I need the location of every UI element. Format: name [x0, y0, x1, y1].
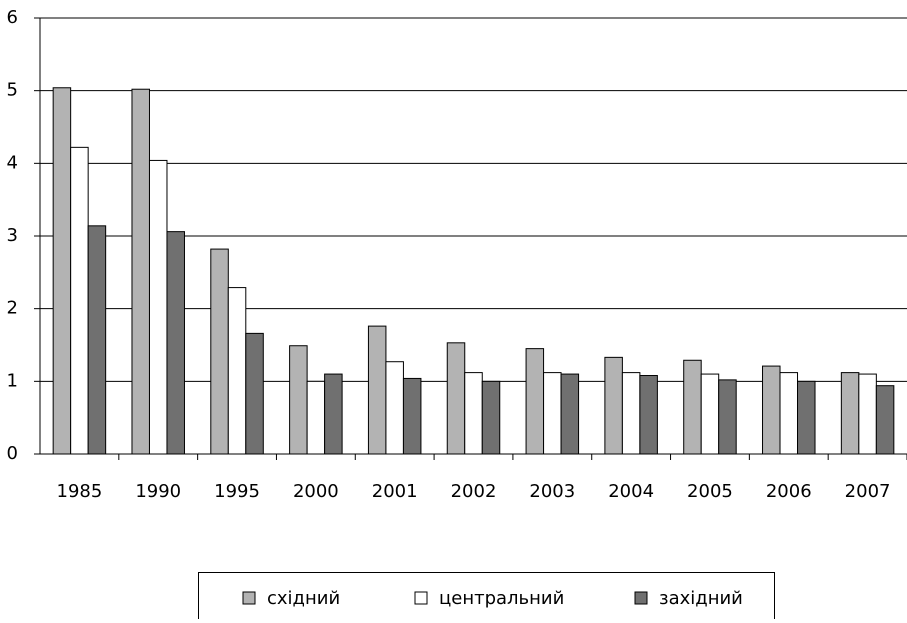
x-tick-label: 2003: [529, 481, 575, 502]
bar: [446, 342, 466, 455]
bar: [385, 361, 404, 455]
bar: [683, 359, 702, 455]
bar: [148, 159, 168, 455]
bar: [131, 88, 150, 455]
y-tick-label: 0: [7, 443, 18, 464]
bar: [762, 365, 781, 455]
y-tick-label: 4: [7, 152, 18, 173]
bar: [402, 377, 422, 455]
bar: [525, 348, 545, 455]
y-tick-label: 3: [7, 225, 18, 246]
bar: [52, 87, 72, 455]
bar: [227, 287, 247, 455]
bar: [840, 372, 860, 455]
x-tick-label: 1990: [135, 481, 181, 502]
x-tick-label: 1995: [214, 481, 260, 502]
bar: [875, 385, 895, 455]
y-tick-label: 6: [7, 7, 18, 28]
bar: [70, 146, 89, 455]
legend-box: [198, 572, 775, 623]
x-tick-label: 2000: [293, 481, 339, 502]
bar: [324, 373, 343, 455]
bar: [858, 373, 877, 455]
bar: [306, 380, 326, 455]
legend-label: центральний: [439, 588, 564, 609]
y-tick-label: 5: [7, 80, 18, 101]
y-tick-label: 1: [7, 370, 18, 391]
bar: [210, 248, 229, 455]
bar: [718, 379, 737, 455]
y-tick-label: 2: [7, 298, 18, 319]
legend-label: західний: [659, 588, 743, 609]
legend-label: східний: [267, 588, 340, 609]
x-tick-label: 2005: [687, 481, 733, 502]
bar: [245, 332, 264, 455]
bar: [621, 372, 641, 455]
bar: [779, 372, 799, 455]
bar: [700, 373, 720, 455]
bar: [87, 225, 107, 455]
x-tick-label: 2002: [451, 481, 497, 502]
legend-swatch: [634, 591, 648, 605]
legend-swatch: [414, 591, 428, 605]
bar: [560, 373, 580, 455]
x-tick-label: 1985: [57, 481, 103, 502]
bar: [367, 325, 387, 455]
legend-swatch: [242, 591, 256, 605]
x-tick-label: 2001: [372, 481, 418, 502]
bar: [481, 380, 501, 455]
bar: [289, 345, 308, 455]
bar: [166, 231, 185, 455]
bar: [797, 380, 816, 455]
x-tick-label: 2007: [845, 481, 891, 502]
bar: [604, 356, 623, 455]
x-tick-label: 2004: [608, 481, 654, 502]
bar: [464, 372, 483, 455]
bar: [639, 375, 658, 455]
x-tick-label: 2006: [766, 481, 812, 502]
bar: [543, 372, 562, 455]
